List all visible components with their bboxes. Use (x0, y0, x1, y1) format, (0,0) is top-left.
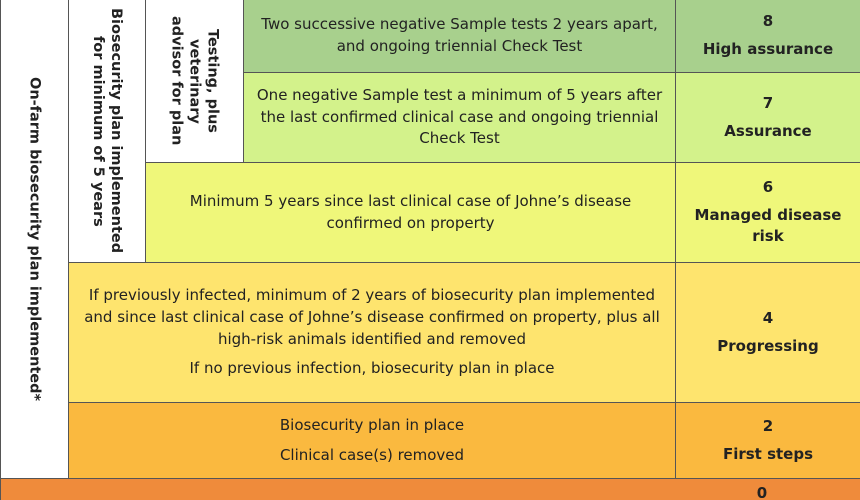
score-value: 8 (762, 12, 774, 31)
score-value: 0 (756, 484, 768, 500)
score-cell: 7 Assurance (675, 72, 860, 163)
criteria-cell: Two successive negative Sample tests 2 y… (243, 0, 676, 73)
score-cell: 0 (0, 478, 860, 500)
criteria-text: Two successive negative Sample tests 2 y… (261, 15, 658, 55)
score-value: 4 (762, 308, 774, 327)
side-cell: Biosecurity plan implemented for minimum… (68, 0, 146, 263)
level-name: First steps (722, 444, 814, 463)
score-cell: 8 High assurance (675, 0, 860, 73)
score-value: 7 (762, 93, 774, 112)
side-cell: Testing, plus veterinary advisor for pla… (145, 0, 244, 163)
level-name: Managed disease risk (694, 205, 842, 246)
score-cell: 4 Progressing (675, 262, 860, 403)
side-label: On-farm biosecurity plan implemented* (26, 76, 43, 402)
criteria-text: One negative Sample test a minimum of 5 … (256, 85, 663, 148)
criteria-text: Biosecurity plan in place (279, 415, 465, 434)
criteria-text: Minimum 5 years since last clinical case… (189, 191, 632, 232)
criteria-cell: One negative Sample test a minimum of 5 … (243, 72, 676, 163)
score-value: 6 (762, 177, 774, 196)
score-cell: 2 First steps (675, 402, 860, 479)
criteria-text: Clinical case(s) removed (279, 445, 465, 464)
side-label: Biosecurity plan implemented for minimum… (90, 8, 125, 254)
score-value: 2 (762, 416, 774, 435)
side-label: Testing, plus veterinary advisor for pla… (168, 16, 221, 146)
criteria-cell: Minimum 5 years since last clinical case… (145, 162, 676, 263)
criteria-cell: If previously infected, minimum of 2 yea… (68, 262, 676, 403)
level-name: High assurance (702, 40, 834, 58)
side-cell: On-farm biosecurity plan implemented* (0, 0, 69, 479)
level-name: Assurance (724, 121, 812, 140)
level-name: Progressing (717, 336, 819, 355)
criteria-text: If previously infected, minimum of 2 yea… (84, 286, 660, 348)
score-cell: 6 Managed disease risk (675, 162, 860, 263)
criteria-cell: Biosecurity plan in place Clinical case(s… (68, 402, 676, 479)
criteria-text: If no previous infection, biosecurity pl… (189, 359, 555, 378)
